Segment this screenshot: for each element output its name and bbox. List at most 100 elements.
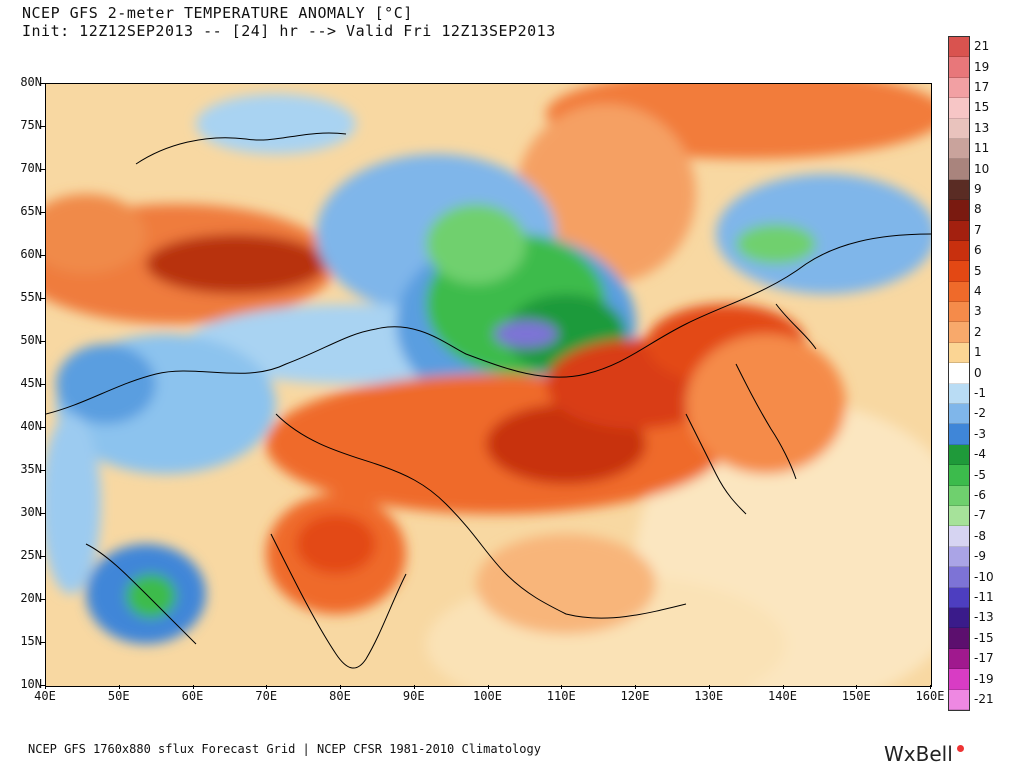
lat-tick	[40, 470, 45, 471]
coastline-outlines	[46, 132, 931, 669]
legend-label: 9	[974, 182, 982, 196]
legend-label: -8	[974, 528, 986, 543]
legend-swatch	[949, 383, 969, 405]
legend-label: -2	[974, 406, 986, 421]
legend-swatch	[949, 220, 969, 241]
legend-swatch	[949, 444, 969, 466]
legend-swatch	[949, 159, 969, 180]
legend-label: -15	[974, 630, 994, 645]
legend-label: -1	[974, 386, 986, 400]
legend-swatch	[949, 37, 969, 58]
legend-swatch	[949, 546, 969, 568]
lat-label-50n: 50N	[20, 333, 42, 347]
lon-tick	[487, 685, 489, 689]
legend-swatch	[949, 424, 969, 445]
legend-swatch	[949, 200, 969, 221]
map-subtitle-init-valid: Init: 12Z12SEP2013 -- [24] hr --> Valid …	[22, 22, 556, 40]
legend-swatch	[949, 669, 969, 690]
lat-tick	[40, 83, 45, 84]
legend-swatch	[949, 485, 969, 506]
lon-label-130e: 130E	[694, 689, 724, 703]
legend-swatch	[949, 302, 969, 323]
legend-swatch	[949, 404, 969, 425]
legend-swatch	[949, 505, 969, 527]
lon-tick	[266, 685, 268, 689]
lat-label-35n: 35N	[20, 462, 42, 476]
lon-label-90e: 90E	[402, 689, 425, 703]
lon-tick	[635, 685, 636, 689]
lat-tick	[40, 341, 45, 342]
lat-label-25n: 25N	[20, 548, 42, 562]
lon-tick	[708, 685, 710, 689]
anomaly-field	[46, 84, 931, 686]
legend-label: -9	[974, 549, 986, 564]
legend-label: -3	[974, 426, 986, 441]
legend-label: -4	[974, 447, 986, 462]
lon-label-100e: 100E	[473, 689, 502, 703]
lat-label-30n: 30N	[20, 505, 42, 519]
lat-label-45n: 45N	[20, 376, 42, 390]
lon-tick	[192, 685, 194, 689]
legend-label: 17	[974, 80, 990, 94]
legend-label: 11	[974, 141, 990, 156]
brand-logo: WxBell	[884, 742, 953, 766]
lon-tick	[45, 685, 46, 689]
legend-label: 8	[974, 202, 982, 217]
lon-label-140e: 140E	[768, 689, 797, 703]
lat-tick	[40, 513, 45, 514]
lat-tick	[40, 685, 45, 686]
legend-label: -21	[974, 692, 994, 706]
lat-tick	[40, 298, 45, 299]
legend-label: 19	[974, 59, 990, 74]
legend-swatch	[949, 261, 969, 282]
lat-label-75n: 75N	[20, 118, 42, 132]
lon-tick	[413, 685, 415, 689]
legend-label: 21	[974, 39, 990, 54]
lon-tick	[340, 685, 341, 689]
legend-label: -13	[974, 610, 994, 625]
lat-tick	[40, 599, 45, 600]
legend-swatch	[949, 281, 969, 303]
legend-label: 15	[974, 100, 990, 115]
lat-label-40n: 40N	[20, 419, 42, 433]
lat-tick	[40, 126, 45, 127]
legend-label: 5	[974, 263, 982, 278]
temperature-anomaly-map	[45, 83, 932, 687]
lon-label-50e: 50E	[107, 689, 130, 703]
legend-label: 0	[974, 365, 982, 380]
lat-label-65n: 65N	[20, 204, 42, 218]
lon-label-150e: 150E	[841, 689, 871, 703]
map-title: NCEP GFS 2-meter TEMPERATURE ANOMALY [°C…	[22, 4, 413, 22]
lon-label-120e: 120E	[620, 689, 650, 703]
lon-label-70e: 70E	[255, 689, 278, 703]
legend-label: 6	[974, 243, 982, 258]
legend-label: 3	[974, 304, 982, 319]
legend-label: -5	[974, 467, 986, 482]
lon-label-110e: 110E	[546, 689, 576, 703]
lon-tick	[118, 685, 120, 689]
lat-label-80n: 80N	[20, 75, 42, 89]
legend-label: -19	[974, 671, 994, 686]
color-scale-legend	[948, 36, 970, 711]
legend-swatch	[949, 607, 969, 629]
legend-swatch	[949, 240, 969, 262]
legend-swatch	[949, 118, 969, 139]
lon-label-40e: 40E	[34, 689, 56, 703]
legend-label: -10	[974, 569, 994, 584]
legend-label: -17	[974, 651, 994, 666]
lon-tick	[930, 685, 931, 689]
legend-swatch	[949, 465, 969, 486]
legend-swatch	[949, 179, 969, 201]
lon-label-60e: 60E	[181, 689, 204, 703]
legend-swatch	[949, 77, 969, 99]
lat-label-70n: 70N	[20, 161, 42, 175]
legend-swatch	[949, 138, 969, 160]
legend-swatch	[949, 342, 969, 364]
lat-label-60n: 60N	[20, 247, 42, 261]
lat-tick	[40, 169, 45, 170]
lat-tick	[40, 556, 45, 557]
legend-swatch	[949, 567, 969, 588]
legend-swatch	[949, 57, 969, 78]
legend-swatch	[949, 363, 969, 384]
legend-label: 7	[974, 222, 982, 237]
